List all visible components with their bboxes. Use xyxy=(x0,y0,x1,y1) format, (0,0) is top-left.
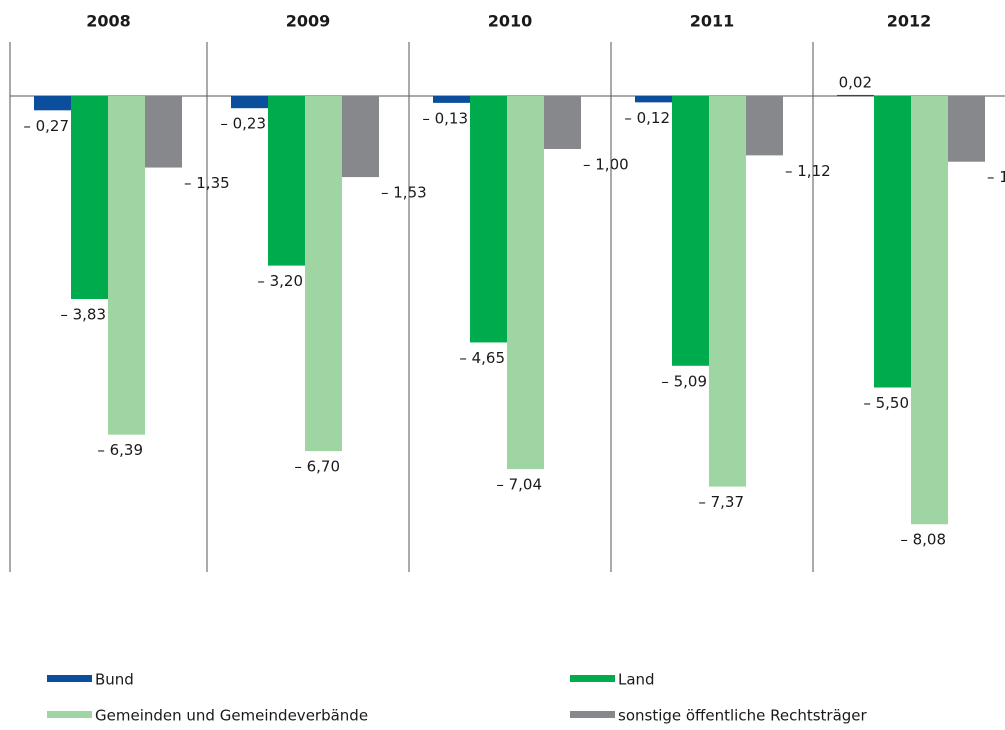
bar xyxy=(108,96,145,435)
legend-label: Land xyxy=(618,671,655,689)
value-label: – 5,09 xyxy=(661,372,707,390)
bar xyxy=(911,96,948,525)
value-label: – 1,12 xyxy=(785,162,831,180)
bar xyxy=(709,96,746,487)
bar xyxy=(635,96,672,103)
bar xyxy=(874,96,911,388)
value-label: – 0,27 xyxy=(23,117,69,135)
bar xyxy=(672,96,709,366)
value-label: – 0,23 xyxy=(220,115,266,133)
value-label: 0,02 xyxy=(839,73,872,91)
year-label: 2009 xyxy=(286,12,331,31)
year-label: 2012 xyxy=(887,12,932,31)
bar xyxy=(507,96,544,470)
bar xyxy=(342,96,379,178)
bar xyxy=(746,96,783,156)
value-label: – 6,39 xyxy=(97,441,143,459)
value-label: – 5,50 xyxy=(863,394,909,412)
legend-label: Gemeinden und Gemeindeverbände xyxy=(95,707,368,725)
bar xyxy=(268,96,305,266)
value-label: – 7,04 xyxy=(496,476,542,494)
value-label: – 0,12 xyxy=(624,109,670,127)
value-label: – 6,70 xyxy=(294,458,340,476)
bar xyxy=(470,96,507,343)
legend-label: sonstige öffentliche Rechtsträger xyxy=(618,707,868,725)
value-label: – 1,00 xyxy=(583,156,629,174)
bar xyxy=(544,96,581,149)
legend-swatch xyxy=(570,711,615,718)
bar xyxy=(948,96,985,162)
value-label: – 4,65 xyxy=(459,349,505,367)
bar xyxy=(145,96,182,168)
year-label: 2010 xyxy=(488,12,533,31)
bar xyxy=(837,94,874,96)
year-label: 2011 xyxy=(690,12,735,31)
value-label: – 1,24 xyxy=(987,168,1005,186)
bar xyxy=(231,96,268,109)
legend-swatch xyxy=(570,675,615,682)
bar xyxy=(34,96,71,111)
legend-swatch xyxy=(47,675,92,682)
value-label: – 0,13 xyxy=(422,109,468,127)
legend-swatch xyxy=(47,711,92,718)
value-label: – 7,37 xyxy=(698,493,744,511)
value-label: – 3,20 xyxy=(257,272,303,290)
value-label: – 8,08 xyxy=(900,531,946,549)
value-label: – 1,53 xyxy=(381,184,427,202)
bar xyxy=(71,96,108,299)
legend-label: Bund xyxy=(95,671,134,689)
year-label: 2008 xyxy=(86,12,131,31)
value-label: – 3,83 xyxy=(60,305,106,323)
bar xyxy=(305,96,342,452)
bar xyxy=(433,96,470,103)
